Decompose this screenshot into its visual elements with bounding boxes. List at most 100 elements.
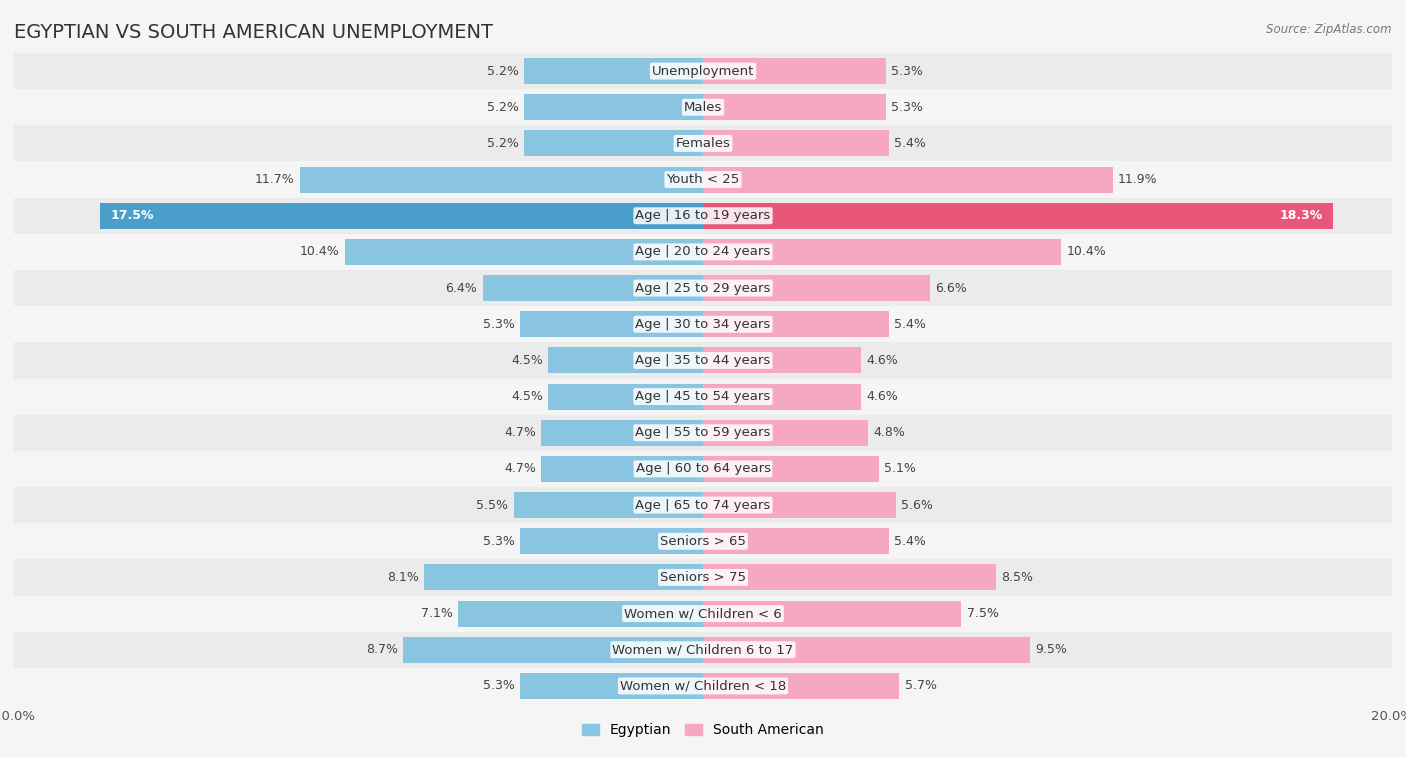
Text: Seniors > 75: Seniors > 75 xyxy=(659,571,747,584)
Text: 5.7%: 5.7% xyxy=(904,680,936,693)
Text: Age | 20 to 24 years: Age | 20 to 24 years xyxy=(636,245,770,258)
Text: 4.7%: 4.7% xyxy=(505,426,536,439)
Text: 5.2%: 5.2% xyxy=(486,101,519,114)
Bar xyxy=(14,523,1392,559)
Bar xyxy=(344,239,703,265)
Bar xyxy=(14,234,1392,270)
Bar xyxy=(404,637,703,663)
Text: 4.6%: 4.6% xyxy=(866,354,898,367)
Text: 4.5%: 4.5% xyxy=(510,390,543,403)
Bar xyxy=(703,311,889,338)
Bar xyxy=(524,58,703,84)
Bar xyxy=(703,673,900,699)
Bar xyxy=(703,528,889,554)
Text: 5.4%: 5.4% xyxy=(894,137,927,150)
Text: 8.1%: 8.1% xyxy=(387,571,419,584)
Text: 10.4%: 10.4% xyxy=(1066,245,1107,258)
Bar xyxy=(703,203,1333,229)
Text: 4.8%: 4.8% xyxy=(873,426,905,439)
Text: 5.3%: 5.3% xyxy=(484,680,515,693)
Bar xyxy=(14,451,1392,487)
Text: 6.4%: 6.4% xyxy=(446,282,478,294)
Text: 5.3%: 5.3% xyxy=(891,101,922,114)
Bar xyxy=(14,631,1392,668)
Bar xyxy=(703,419,869,446)
Legend: Egyptian, South American: Egyptian, South American xyxy=(576,718,830,743)
Text: 4.6%: 4.6% xyxy=(866,390,898,403)
Bar xyxy=(14,126,1392,161)
Bar xyxy=(100,203,703,229)
Text: 8.5%: 8.5% xyxy=(1001,571,1033,584)
Text: 5.5%: 5.5% xyxy=(477,499,509,512)
Bar xyxy=(14,306,1392,342)
Text: 5.3%: 5.3% xyxy=(484,534,515,548)
Text: 17.5%: 17.5% xyxy=(111,209,155,223)
Bar xyxy=(14,89,1392,126)
Bar xyxy=(703,167,1114,192)
Bar xyxy=(703,456,879,482)
Text: Seniors > 65: Seniors > 65 xyxy=(659,534,747,548)
Text: EGYPTIAN VS SOUTH AMERICAN UNEMPLOYMENT: EGYPTIAN VS SOUTH AMERICAN UNEMPLOYMENT xyxy=(14,23,494,42)
Text: Unemployment: Unemployment xyxy=(652,64,754,77)
Bar xyxy=(703,58,886,84)
Bar xyxy=(14,559,1392,596)
Text: 9.5%: 9.5% xyxy=(1035,643,1067,656)
Bar xyxy=(14,378,1392,415)
Text: 5.1%: 5.1% xyxy=(884,463,915,475)
Text: Women w/ Children 6 to 17: Women w/ Children 6 to 17 xyxy=(613,643,793,656)
Bar xyxy=(520,311,703,338)
Text: 7.5%: 7.5% xyxy=(966,607,998,620)
Bar xyxy=(14,415,1392,451)
Bar xyxy=(703,94,886,120)
Text: Age | 65 to 74 years: Age | 65 to 74 years xyxy=(636,499,770,512)
Bar xyxy=(703,130,889,157)
Bar xyxy=(524,94,703,120)
Text: 5.6%: 5.6% xyxy=(901,499,934,512)
Text: Age | 45 to 54 years: Age | 45 to 54 years xyxy=(636,390,770,403)
Text: 6.6%: 6.6% xyxy=(935,282,967,294)
Text: 4.5%: 4.5% xyxy=(510,354,543,367)
Bar xyxy=(703,384,862,410)
Bar xyxy=(482,275,703,301)
Text: Women w/ Children < 6: Women w/ Children < 6 xyxy=(624,607,782,620)
Text: 5.4%: 5.4% xyxy=(894,318,927,331)
Bar xyxy=(14,668,1392,704)
Bar xyxy=(541,456,703,482)
Text: Age | 55 to 59 years: Age | 55 to 59 years xyxy=(636,426,770,439)
Text: Source: ZipAtlas.com: Source: ZipAtlas.com xyxy=(1267,23,1392,36)
Bar xyxy=(14,53,1392,89)
Bar xyxy=(14,270,1392,306)
Text: 7.1%: 7.1% xyxy=(422,607,453,620)
Text: 5.4%: 5.4% xyxy=(894,534,927,548)
Text: Age | 25 to 29 years: Age | 25 to 29 years xyxy=(636,282,770,294)
Bar xyxy=(703,600,962,627)
Bar xyxy=(548,384,703,410)
Bar xyxy=(14,198,1392,234)
Bar xyxy=(548,347,703,373)
Text: Females: Females xyxy=(675,137,731,150)
Text: Males: Males xyxy=(683,101,723,114)
Bar xyxy=(703,637,1031,663)
Bar xyxy=(703,239,1062,265)
Bar xyxy=(703,347,862,373)
Text: Age | 35 to 44 years: Age | 35 to 44 years xyxy=(636,354,770,367)
Text: 5.3%: 5.3% xyxy=(891,64,922,77)
Text: Age | 30 to 34 years: Age | 30 to 34 years xyxy=(636,318,770,331)
Text: 10.4%: 10.4% xyxy=(299,245,340,258)
Bar xyxy=(14,487,1392,523)
Text: 11.7%: 11.7% xyxy=(254,173,295,186)
Bar xyxy=(458,600,703,627)
Bar xyxy=(14,161,1392,198)
Bar xyxy=(703,492,896,518)
Text: 5.2%: 5.2% xyxy=(486,137,519,150)
Text: 8.7%: 8.7% xyxy=(366,643,398,656)
Text: 18.3%: 18.3% xyxy=(1279,209,1323,223)
Bar xyxy=(703,565,995,590)
Text: 5.3%: 5.3% xyxy=(484,318,515,331)
Bar xyxy=(520,528,703,554)
Bar xyxy=(14,596,1392,631)
Text: 11.9%: 11.9% xyxy=(1118,173,1157,186)
Bar xyxy=(14,342,1392,378)
Text: 4.7%: 4.7% xyxy=(505,463,536,475)
Bar xyxy=(703,275,931,301)
